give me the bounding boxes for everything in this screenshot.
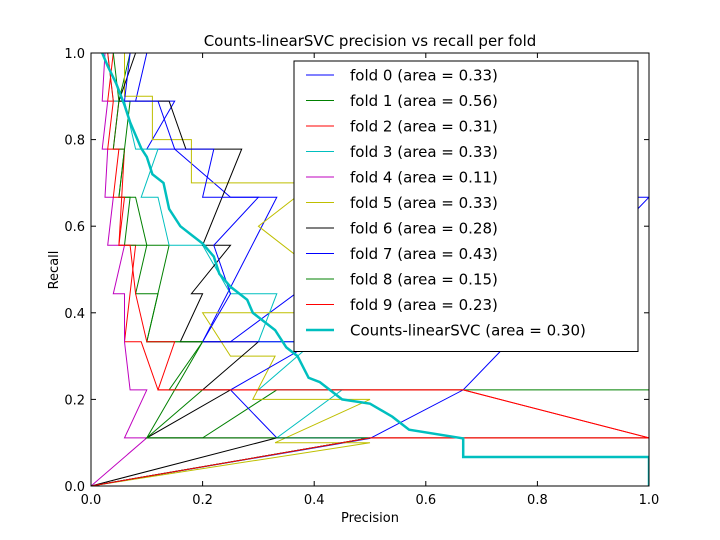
legend-label-10: Counts-linearSVC (area = 0.30) xyxy=(350,322,586,340)
legend-label-9: fold 9 (area = 0.23) xyxy=(350,296,498,314)
x-tick-label: 0.6 xyxy=(415,493,436,508)
series-line-7 xyxy=(91,53,371,486)
y-tick-label: 0.0 xyxy=(64,480,85,495)
x-tick-label: 0.4 xyxy=(304,493,325,508)
legend-label-8: fold 8 (area = 0.15) xyxy=(350,271,498,289)
y-tick-label: 0.6 xyxy=(64,220,85,235)
plot-frame xyxy=(90,52,650,487)
y-tick-label: 0.2 xyxy=(64,393,85,408)
y-axis-label: Recall xyxy=(47,251,62,290)
legend-label-1: fold 1 (area = 0.56) xyxy=(350,92,498,110)
series-line-10 xyxy=(101,53,649,486)
legend-label-0: fold 0 (area = 0.33) xyxy=(350,67,498,85)
x-axis-label: Precision xyxy=(341,511,399,526)
legend-label-5: fold 5 (area = 0.33) xyxy=(350,194,498,212)
y-tick-label: 1.0 xyxy=(64,47,85,62)
x-tick-label: 0.0 xyxy=(81,493,102,508)
chart-title: Counts-linearSVC precision vs recall per… xyxy=(204,32,537,50)
legend: fold 0 (area = 0.33) fold 1 (area = 0.56)… xyxy=(293,60,639,352)
legend-label-6: fold 6 (area = 0.28) xyxy=(350,220,498,238)
x-tick-label: 1.0 xyxy=(639,493,660,508)
series-line-9 xyxy=(91,53,649,486)
x-tick-label: 0.8 xyxy=(527,493,548,508)
series-line-0 xyxy=(91,53,649,486)
legend-box xyxy=(293,60,639,352)
legend-label-4: fold 4 (area = 0.11) xyxy=(350,169,498,187)
x-tick-label: 0.2 xyxy=(192,493,213,508)
series-line-6 xyxy=(91,53,277,486)
series-line-4 xyxy=(91,53,149,486)
legend-label-7: fold 7 (area = 0.43) xyxy=(350,245,498,263)
legend-label-2: fold 2 (area = 0.31) xyxy=(350,118,498,136)
y-tick-label: 0.8 xyxy=(64,134,85,149)
series-line-3 xyxy=(91,53,371,486)
axis-ticks: 0.0 0.2 0.4 0.6 0.8 1.0 0.0 0.2 0.4 0.6 0.8 1.0 xyxy=(64,47,659,508)
y-tick-label: 0.4 xyxy=(64,307,85,322)
legend-label-3: fold 3 (area = 0.33) xyxy=(350,143,498,161)
